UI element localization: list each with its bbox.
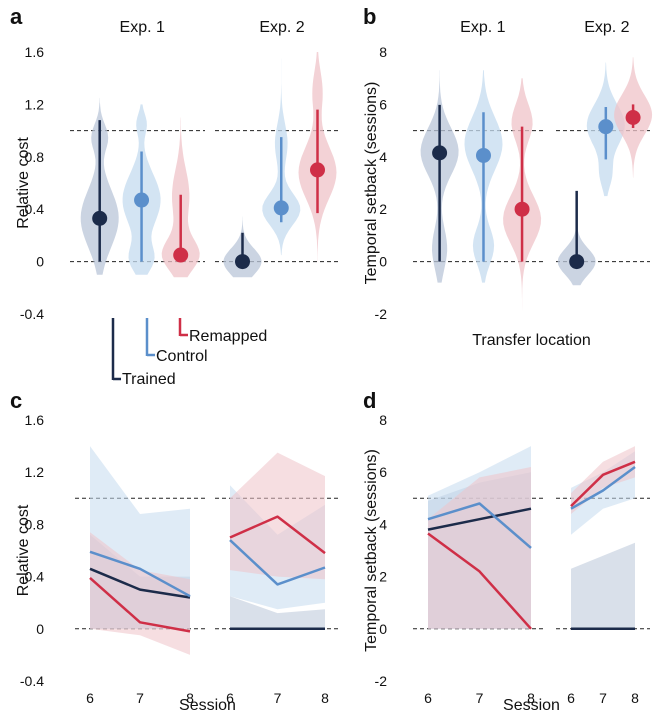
legend: Trained Control Remapped [111, 318, 267, 388]
panel-label: c [10, 388, 22, 413]
median-point-trained [92, 210, 108, 226]
legend-remapped-label: Remapped [189, 328, 267, 345]
band-remapped [428, 467, 531, 629]
y-tick-label: 0.8 [25, 516, 45, 532]
median-point-remapped [173, 247, 189, 263]
group-title: Exp. 1 [460, 19, 505, 36]
x-tick-label: 6 [226, 690, 234, 706]
band-remapped [90, 532, 190, 655]
y-tick-label: 8 [379, 44, 387, 60]
group-title: Exp. 1 [120, 19, 165, 36]
legend-control-label: Control [156, 348, 208, 365]
y-tick-label: 4 [379, 516, 387, 532]
x-tick-label: 7 [476, 690, 484, 706]
y-tick-label: 0.4 [25, 569, 45, 585]
series-line-control [570, 465, 636, 510]
y-tick-label: 0 [36, 621, 44, 637]
x-tick-label: 7 [599, 690, 607, 706]
series-line-trained [427, 507, 532, 531]
panel-b: b -2 0 2 4 6 8 Temporal setback (sessions) Trans… [363, 4, 653, 349]
y-tick-label: -0.4 [20, 673, 44, 689]
y-tick-label: 6 [379, 464, 387, 480]
series-line-remapped [89, 576, 191, 633]
y-axis-label: Temporal setback (sessions) [363, 82, 380, 285]
median-point-control [273, 200, 289, 216]
median-point-remapped [310, 162, 325, 178]
series-line-trained [89, 567, 191, 599]
series-line-remapped [570, 460, 636, 507]
y-tick-label: -2 [375, 306, 388, 322]
median-point-remapped [625, 110, 641, 125]
x-axis-label: Transfer location [472, 332, 591, 349]
x-tick-label: 8 [186, 690, 194, 706]
median-point-control [134, 192, 150, 208]
y-tick-label: 0 [36, 254, 44, 270]
band-trained [230, 596, 325, 629]
median-point-trained [432, 145, 448, 161]
y-tick-label: 4 [379, 149, 387, 165]
panel-label: d [363, 388, 376, 413]
x-tick-label: 6 [567, 690, 575, 706]
median-point-control [598, 119, 614, 135]
series-line-control [427, 502, 532, 549]
group-title: Exp. 2 [584, 19, 629, 36]
y-tick-label: 1.2 [25, 96, 45, 112]
series-line-remapped [229, 515, 326, 555]
y-tick-label: 2 [379, 201, 387, 217]
y-tick-label: 1.2 [25, 464, 45, 480]
y-tick-label: 1.6 [25, 44, 45, 60]
y-tick-label: 0.8 [25, 149, 45, 165]
y-tick-label: 0.4 [25, 201, 45, 217]
median-point-remapped [514, 201, 530, 217]
y-tick-label: -2 [375, 673, 388, 689]
median-point-trained [569, 254, 585, 270]
y-axis-label: Relative cost [15, 137, 32, 229]
panel-d: d -2 0 2 4 6 8 Temporal setback (sessions) Sessi… [363, 388, 650, 714]
y-tick-label: 0 [379, 621, 387, 637]
panel-label: a [10, 4, 23, 29]
median-point-control [475, 147, 491, 163]
x-tick-label: 8 [321, 690, 329, 706]
series-line-remapped [427, 532, 532, 630]
x-tick-label: 6 [86, 690, 94, 706]
y-tick-label: 2 [379, 569, 387, 585]
panel-a: a -0.4 0 0.4 0.8 1.2 1.6 Relative cost Exp. 1 Exp… [10, 4, 340, 322]
y-tick-label: 8 [379, 412, 387, 428]
series-line-control [229, 539, 326, 586]
y-axis-label: Relative cost [15, 504, 32, 596]
x-tick-label: 7 [136, 690, 144, 706]
x-tick-label: 8 [631, 690, 639, 706]
x-axis-label: Session [179, 697, 236, 714]
x-tick-label: 7 [274, 690, 282, 706]
y-tick-label: 1.6 [25, 412, 45, 428]
band-trained [571, 542, 635, 629]
band-remapped [571, 446, 635, 514]
panel-label: b [363, 4, 376, 29]
series-line-control [89, 550, 191, 598]
median-point-trained [235, 254, 250, 270]
y-tick-label: 0 [379, 254, 387, 270]
group-title: Exp. 2 [259, 19, 304, 36]
legend-trained-label: Trained [122, 371, 176, 388]
x-tick-label: 6 [424, 690, 432, 706]
x-tick-label: 8 [527, 690, 535, 706]
y-tick-label: 6 [379, 96, 387, 112]
x-axis-label: Session [503, 697, 560, 714]
y-axis-label: Temporal setback (sessions) [363, 449, 380, 652]
y-tick-label: -0.4 [20, 306, 44, 322]
